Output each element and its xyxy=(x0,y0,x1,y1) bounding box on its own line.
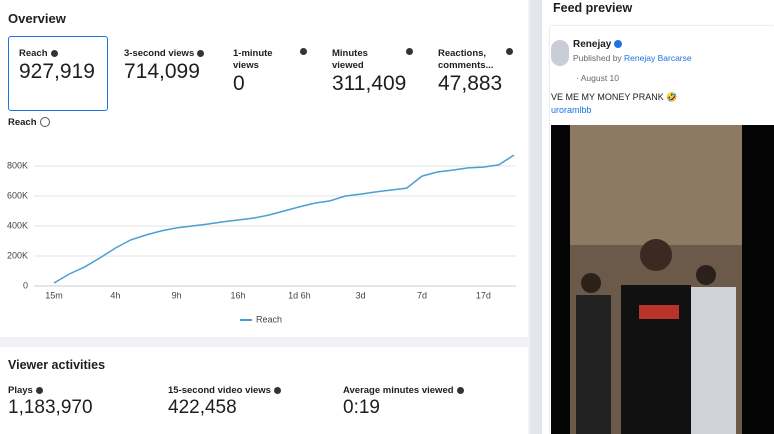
published-line: Published by Renejay Barcarse xyxy=(573,53,692,63)
publisher[interactable]: Renejay Barcarse xyxy=(624,53,692,63)
overview-card xyxy=(0,0,528,337)
video[interactable] xyxy=(551,125,774,434)
avatar[interactable] xyxy=(551,40,569,66)
author-name[interactable]: Renejay xyxy=(573,39,612,50)
metric-value: 422,458 xyxy=(168,397,237,418)
metric-label: Average minutes viewed xyxy=(343,385,454,396)
figure xyxy=(639,305,679,319)
divider xyxy=(530,0,542,434)
section-title: Viewer activities xyxy=(8,358,106,372)
date[interactable]: August 10 xyxy=(580,73,620,83)
info-icon[interactable] xyxy=(300,48,307,55)
metric-label: Minutes viewed xyxy=(332,48,368,71)
metric[interactable]: 1-minute views 0 xyxy=(233,48,308,96)
info-icon[interactable] xyxy=(35,386,43,394)
metric: Plays 1,183,970 xyxy=(8,385,93,419)
metric-label: Plays xyxy=(8,385,33,396)
metric[interactable]: Reactions, comments... 47,883 xyxy=(438,48,513,96)
viewer-activities-card xyxy=(0,347,528,434)
y-tick-label: 400K xyxy=(7,220,28,230)
selected-metric[interactable] xyxy=(8,36,108,111)
metric[interactable]: Reach 927,919 xyxy=(19,48,95,84)
info-icon[interactable] xyxy=(506,48,513,55)
post-date: · August 10 xyxy=(576,73,620,83)
published-by: Published by xyxy=(573,53,622,63)
metric: 15-second video views 422,458 xyxy=(168,385,281,419)
metric-label: 1-minute views xyxy=(233,48,273,71)
x-tick-label: 3d xyxy=(356,290,366,300)
feed-title: Feed preview xyxy=(553,1,633,15)
x-tick-label: 16h xyxy=(230,290,245,300)
x-tick-label: 1d 6h xyxy=(288,290,311,300)
info-icon[interactable] xyxy=(273,386,281,394)
chart: 0 200K 400K 600K 800K 15m 4h 9h 16h 1d 6h 3d 7d 17d R… xyxy=(7,154,516,324)
y-tick-label: 600K xyxy=(7,190,28,200)
metric[interactable]: Minutes viewed 311,409 xyxy=(332,48,413,96)
info-icon[interactable] xyxy=(456,386,464,394)
metric[interactable]: 3-second views 714,099 xyxy=(124,48,205,84)
figure xyxy=(691,287,736,434)
metric-label: Reactions, comments... xyxy=(438,48,494,71)
metric-value: 47,883 xyxy=(438,72,503,95)
info-icon[interactable] xyxy=(197,49,205,57)
info-icon[interactable] xyxy=(39,117,50,128)
figure xyxy=(581,273,601,293)
verified-badge xyxy=(614,40,623,49)
y-tick-label: 200K xyxy=(7,250,28,260)
legend-label: Reach xyxy=(256,314,282,324)
x-tick-label: 9h xyxy=(172,290,182,300)
chart-header: Reach xyxy=(8,117,50,129)
metric-label: 15-second video views xyxy=(168,385,271,396)
metric-value: 927,919 xyxy=(19,60,95,83)
y-tick-label: 800K xyxy=(7,160,28,170)
overview-title: Overview xyxy=(8,11,66,26)
x-tick-label: 7d xyxy=(417,290,427,300)
metric-value: 0 xyxy=(233,72,245,95)
chart-title: Reach xyxy=(8,117,37,128)
caption: VE ME MY MONEY PRANK 🤣 xyxy=(551,92,678,102)
x-tick-label: 4h xyxy=(110,290,120,300)
metric-label: Reach xyxy=(19,48,48,59)
metric: Average minutes viewed 0:19 xyxy=(343,385,464,419)
post-author[interactable]: Renejay xyxy=(573,39,623,50)
x-tick-label: 15m xyxy=(45,290,63,300)
metric-label: 3-second views xyxy=(124,48,195,59)
tag[interactable]: uroramlbb xyxy=(551,105,592,115)
x-tick-label: 17d xyxy=(476,290,491,300)
figure xyxy=(696,265,716,285)
metric-value: 0:19 xyxy=(343,397,380,418)
info-icon[interactable] xyxy=(50,49,58,57)
figure xyxy=(576,295,611,434)
y-tick-label: 0 xyxy=(23,280,28,290)
metric-value: 311,409 xyxy=(332,72,407,95)
line xyxy=(53,154,515,284)
video-wall xyxy=(570,125,742,245)
info-icon[interactable] xyxy=(406,48,413,55)
figure xyxy=(640,239,672,271)
metric-value: 1,183,970 xyxy=(8,397,93,418)
metric-value: 714,099 xyxy=(124,60,200,83)
